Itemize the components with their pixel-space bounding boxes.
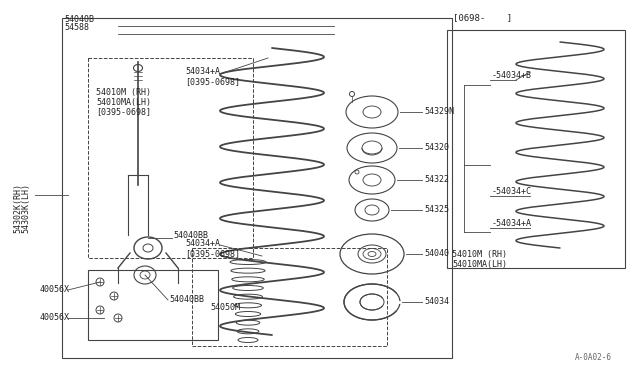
Text: 54010M (RH): 54010M (RH) [452, 250, 507, 260]
Text: 54588: 54588 [64, 23, 89, 32]
Bar [447, 30, 625, 268]
Bar [88, 58, 253, 258]
Bar [62, 18, 452, 358]
Text: A-0A02-6: A-0A02-6 [575, 353, 612, 362]
Text: [0698-    ]: [0698- ] [453, 13, 512, 22]
Text: 54034+A: 54034+A [185, 240, 220, 248]
Text: 54010M (RH): 54010M (RH) [96, 87, 151, 96]
Text: 54040BB: 54040BB [173, 231, 208, 241]
Bar [88, 270, 218, 340]
Text: 54034: 54034 [424, 298, 449, 307]
Text: 54320: 54320 [424, 144, 449, 153]
Text: 54329N: 54329N [424, 108, 454, 116]
Text: 54040BB: 54040BB [169, 295, 204, 305]
Text: 40056X: 40056X [40, 285, 70, 294]
Text: [0395-0698]: [0395-0698] [96, 108, 151, 116]
Text: 54050M: 54050M [210, 304, 240, 312]
Text: 54322: 54322 [424, 176, 449, 185]
Text: -54034+B: -54034+B [492, 71, 532, 80]
Text: [0395-0698]: [0395-0698] [185, 77, 240, 87]
Text: 54034+A: 54034+A [185, 67, 220, 77]
Text: 54010MA(LH): 54010MA(LH) [452, 260, 507, 269]
Text: 54010MA(LH): 54010MA(LH) [96, 97, 151, 106]
Bar [192, 248, 387, 346]
Text: 54302K(RH): 54302K(RH) [13, 183, 22, 233]
Text: 54325: 54325 [424, 205, 449, 215]
Text: -54034+C: -54034+C [492, 187, 532, 196]
Text: -54034+A: -54034+A [492, 219, 532, 228]
Text: 54040: 54040 [424, 250, 449, 259]
Text: 54040B: 54040B [64, 15, 94, 24]
Text: 54303K(LH): 54303K(LH) [22, 183, 31, 233]
Text: 40056X: 40056X [40, 312, 70, 321]
Text: [0395-0698]: [0395-0698] [185, 250, 240, 259]
